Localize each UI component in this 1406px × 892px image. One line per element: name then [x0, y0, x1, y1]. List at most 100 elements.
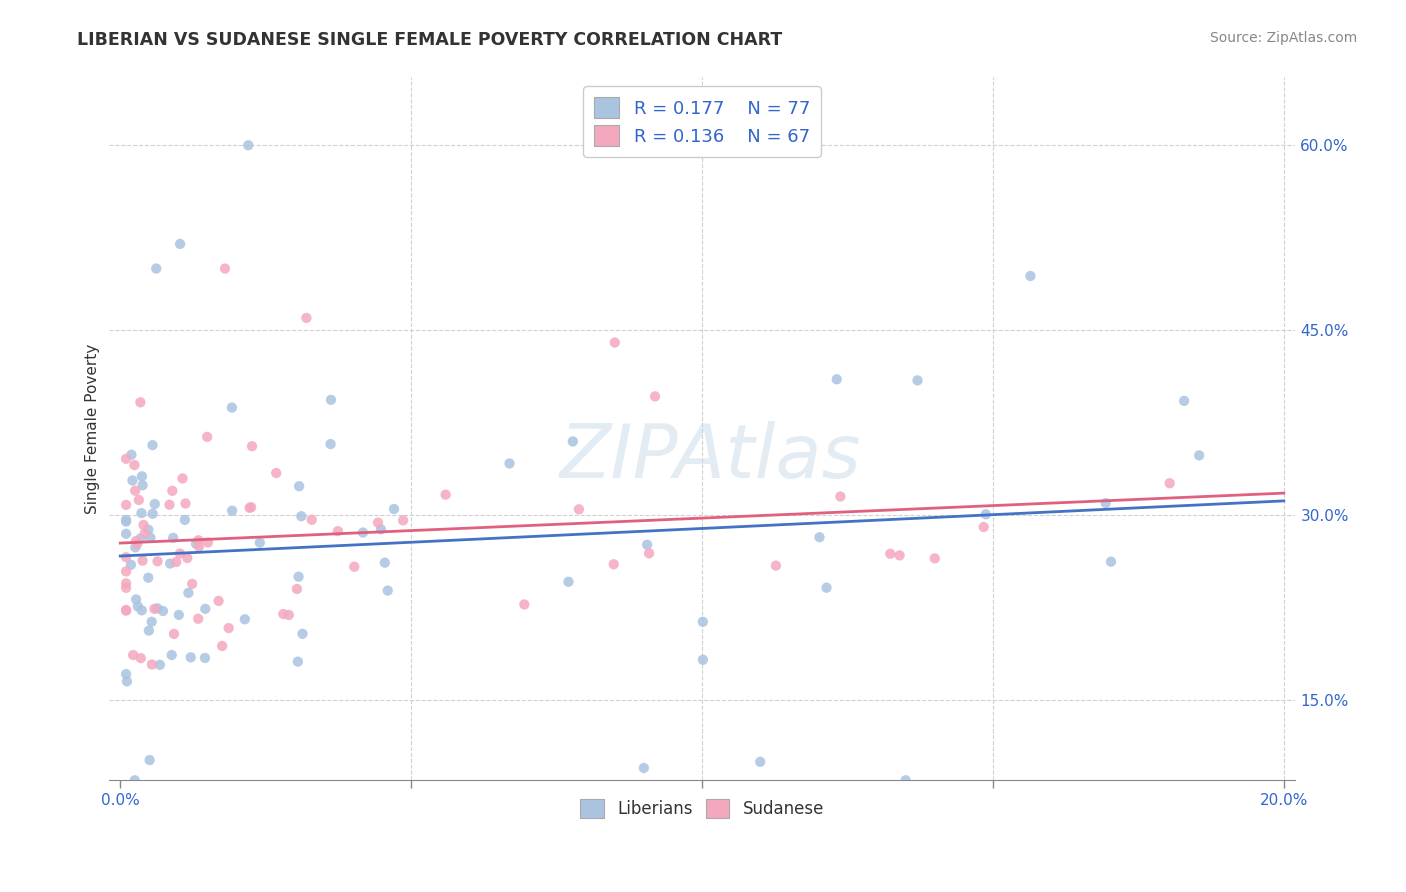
Point — [285, 582, 308, 596]
Point — [370, 522, 392, 536]
Point — [288, 479, 311, 493]
Point — [218, 621, 240, 635]
Point — [115, 604, 138, 618]
Point — [124, 458, 146, 472]
Point — [115, 526, 138, 541]
Point — [131, 469, 153, 483]
Point — [195, 430, 218, 444]
Point — [815, 581, 838, 595]
Point — [249, 535, 271, 549]
Point — [115, 498, 138, 512]
Point — [633, 761, 655, 775]
Point — [143, 497, 166, 511]
Point — [127, 599, 149, 614]
Point — [644, 389, 666, 403]
Point — [287, 655, 309, 669]
Point — [125, 592, 148, 607]
Point — [129, 395, 152, 409]
Point — [197, 535, 219, 549]
Point — [291, 627, 314, 641]
Point — [146, 601, 169, 615]
Point — [172, 471, 194, 485]
Point — [692, 653, 714, 667]
Point — [159, 557, 181, 571]
Point — [240, 439, 263, 453]
Point — [138, 523, 160, 537]
Point — [115, 513, 138, 527]
Point — [498, 457, 520, 471]
Point — [207, 594, 229, 608]
Point — [162, 483, 184, 498]
Point — [221, 401, 243, 415]
Point — [221, 504, 243, 518]
Point — [115, 550, 138, 565]
Point — [557, 574, 579, 589]
Point — [382, 502, 405, 516]
Point — [115, 451, 138, 466]
Point — [211, 639, 233, 653]
Point — [124, 483, 146, 498]
Point — [264, 466, 287, 480]
Point — [138, 753, 160, 767]
Point — [295, 310, 318, 325]
Point — [121, 474, 143, 488]
Point — [194, 602, 217, 616]
Point — [134, 526, 156, 541]
Point — [343, 559, 366, 574]
Point — [127, 537, 149, 551]
Point — [636, 538, 658, 552]
Point — [115, 674, 138, 689]
Point — [301, 513, 323, 527]
Point — [187, 533, 209, 548]
Point — [125, 534, 148, 549]
Point — [434, 488, 457, 502]
Point — [808, 530, 831, 544]
Point — [131, 478, 153, 492]
Point — [749, 755, 772, 769]
Point — [131, 506, 153, 520]
Point — [1094, 496, 1116, 510]
Point — [367, 516, 389, 530]
Point — [894, 773, 917, 788]
Point — [692, 615, 714, 629]
Point — [319, 392, 342, 407]
Point — [825, 372, 848, 386]
Point — [173, 513, 195, 527]
Point — [1173, 393, 1195, 408]
Point — [160, 648, 183, 662]
Text: LIBERIAN VS SUDANESE SINGLE FEMALE POVERTY CORRELATION CHART: LIBERIAN VS SUDANESE SINGLE FEMALE POVER… — [77, 31, 783, 49]
Point — [377, 583, 399, 598]
Point — [129, 532, 152, 546]
Point — [240, 500, 263, 515]
Point — [115, 603, 138, 617]
Point — [142, 507, 165, 521]
Point — [169, 547, 191, 561]
Point — [174, 496, 197, 510]
Point — [138, 624, 160, 638]
Point — [326, 524, 349, 538]
Point — [176, 551, 198, 566]
Point — [141, 657, 163, 672]
Point — [129, 651, 152, 665]
Point — [115, 667, 138, 681]
Point — [194, 651, 217, 665]
Point — [136, 571, 159, 585]
Point — [162, 531, 184, 545]
Point — [143, 602, 166, 616]
Point — [149, 657, 172, 672]
Point — [131, 554, 153, 568]
Point — [352, 525, 374, 540]
Point — [238, 500, 260, 515]
Text: ZIPAtlas: ZIPAtlas — [560, 421, 862, 493]
Point — [187, 612, 209, 626]
Point — [1019, 268, 1042, 283]
Point — [124, 541, 146, 555]
Point — [188, 540, 211, 554]
Text: Source: ZipAtlas.com: Source: ZipAtlas.com — [1209, 31, 1357, 45]
Point — [180, 650, 202, 665]
Point — [120, 448, 142, 462]
Point — [159, 498, 181, 512]
Y-axis label: Single Female Poverty: Single Female Poverty — [86, 343, 100, 514]
Point — [277, 607, 299, 622]
Point — [115, 576, 138, 591]
